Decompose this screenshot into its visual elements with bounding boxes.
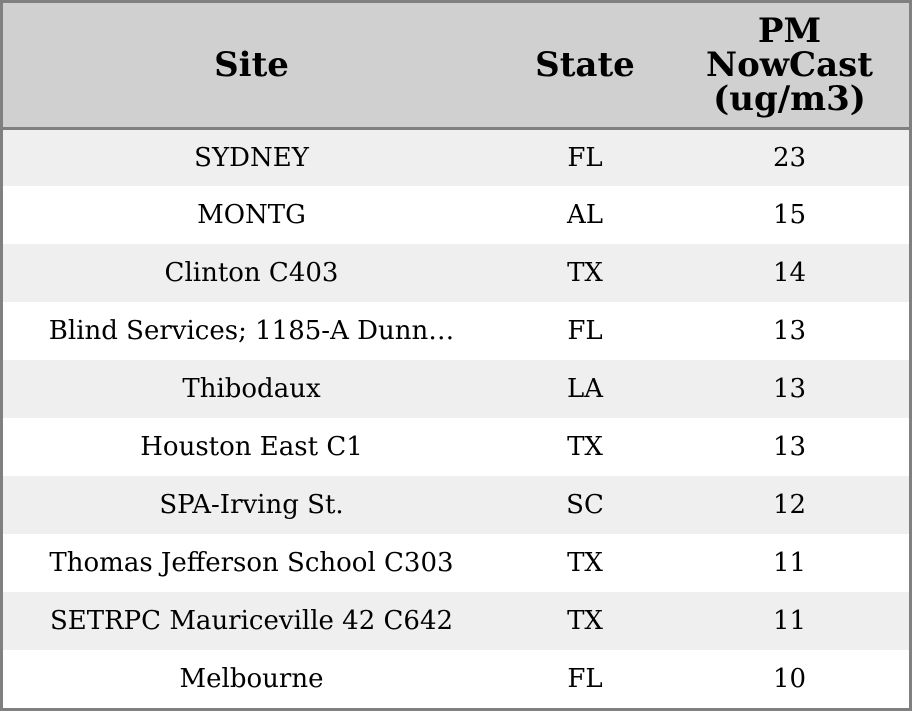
cell-state: AL	[566, 200, 604, 230]
header-pm-line3: (ug/m3)	[713, 78, 866, 119]
data-table: Site State PM NowCast (ug/m3) SYDNEY FL 23…	[3, 3, 909, 708]
header-pm-nowcast: PM NowCast (ug/m3)	[670, 3, 909, 130]
cell-site: Blind Services; 1185-A Dunn…	[48, 316, 455, 346]
table-row: Thibodaux LA 13	[3, 360, 909, 418]
cell-state: TX	[567, 606, 603, 636]
header-site: Site	[3, 3, 500, 130]
cell-site: Melbourne	[179, 664, 324, 694]
cell-state: LA	[566, 374, 604, 404]
cell-pm-nowcast: 12	[772, 490, 807, 520]
cell-state: TX	[567, 432, 603, 462]
cell-state: FL	[567, 316, 603, 346]
cell-state: FL	[567, 142, 603, 173]
cell-site: SYDNEY	[194, 142, 309, 173]
cell-pm-nowcast: 13	[772, 316, 807, 346]
cell-site: Thomas Jefferson School C303	[49, 548, 454, 578]
table-row: Clinton C403 TX 14	[3, 244, 909, 302]
table-row: Blind Services; 1185-A Dunn… FL 13	[3, 302, 909, 360]
cell-pm-nowcast: 23	[772, 142, 807, 173]
cell-pm-nowcast: 10	[772, 664, 807, 694]
cell-state: TX	[567, 258, 603, 288]
header-pm-line1: PM	[757, 10, 822, 51]
table-row: Melbourne FL 10	[3, 650, 909, 708]
cell-state: SC	[566, 490, 604, 520]
header-pm-line2: NowCast	[706, 44, 873, 85]
cell-state: TX	[567, 548, 603, 578]
cell-pm-nowcast: 15	[772, 200, 807, 230]
cell-site: Clinton C403	[164, 258, 339, 288]
cell-site: MONTG	[197, 200, 306, 230]
header-state: State	[500, 3, 670, 130]
table-row: SETRPC Mauriceville 42 C642 TX 11	[3, 592, 909, 650]
cell-site: Thibodaux	[182, 374, 321, 404]
table-row: Houston East C1 TX 13	[3, 418, 909, 476]
table-body: SYDNEY FL 23 MONTG AL 15 Clinton C403 TX 14 Blind…	[3, 128, 909, 708]
table-row: Thomas Jefferson School C303 TX 11	[3, 534, 909, 592]
cell-site: SETRPC Mauriceville 42 C642	[49, 606, 454, 636]
cell-pm-nowcast: 14	[772, 258, 807, 288]
table-row: SYDNEY FL 23	[3, 128, 909, 186]
table-row: SPA-Irving St. SC 12	[3, 476, 909, 534]
cell-site: SPA-Irving St.	[159, 490, 344, 520]
cell-pm-nowcast: 11	[772, 548, 807, 578]
cell-state: FL	[567, 664, 603, 694]
table-header: Site State PM NowCast (ug/m3)	[3, 3, 909, 130]
cell-pm-nowcast: 13	[772, 374, 807, 404]
cell-pm-nowcast: 11	[772, 606, 807, 636]
table-row: MONTG AL 15	[3, 186, 909, 244]
cell-site: Houston East C1	[140, 432, 363, 462]
cell-pm-nowcast: 13	[772, 432, 807, 462]
header-row: Site State PM NowCast (ug/m3)	[3, 3, 909, 130]
